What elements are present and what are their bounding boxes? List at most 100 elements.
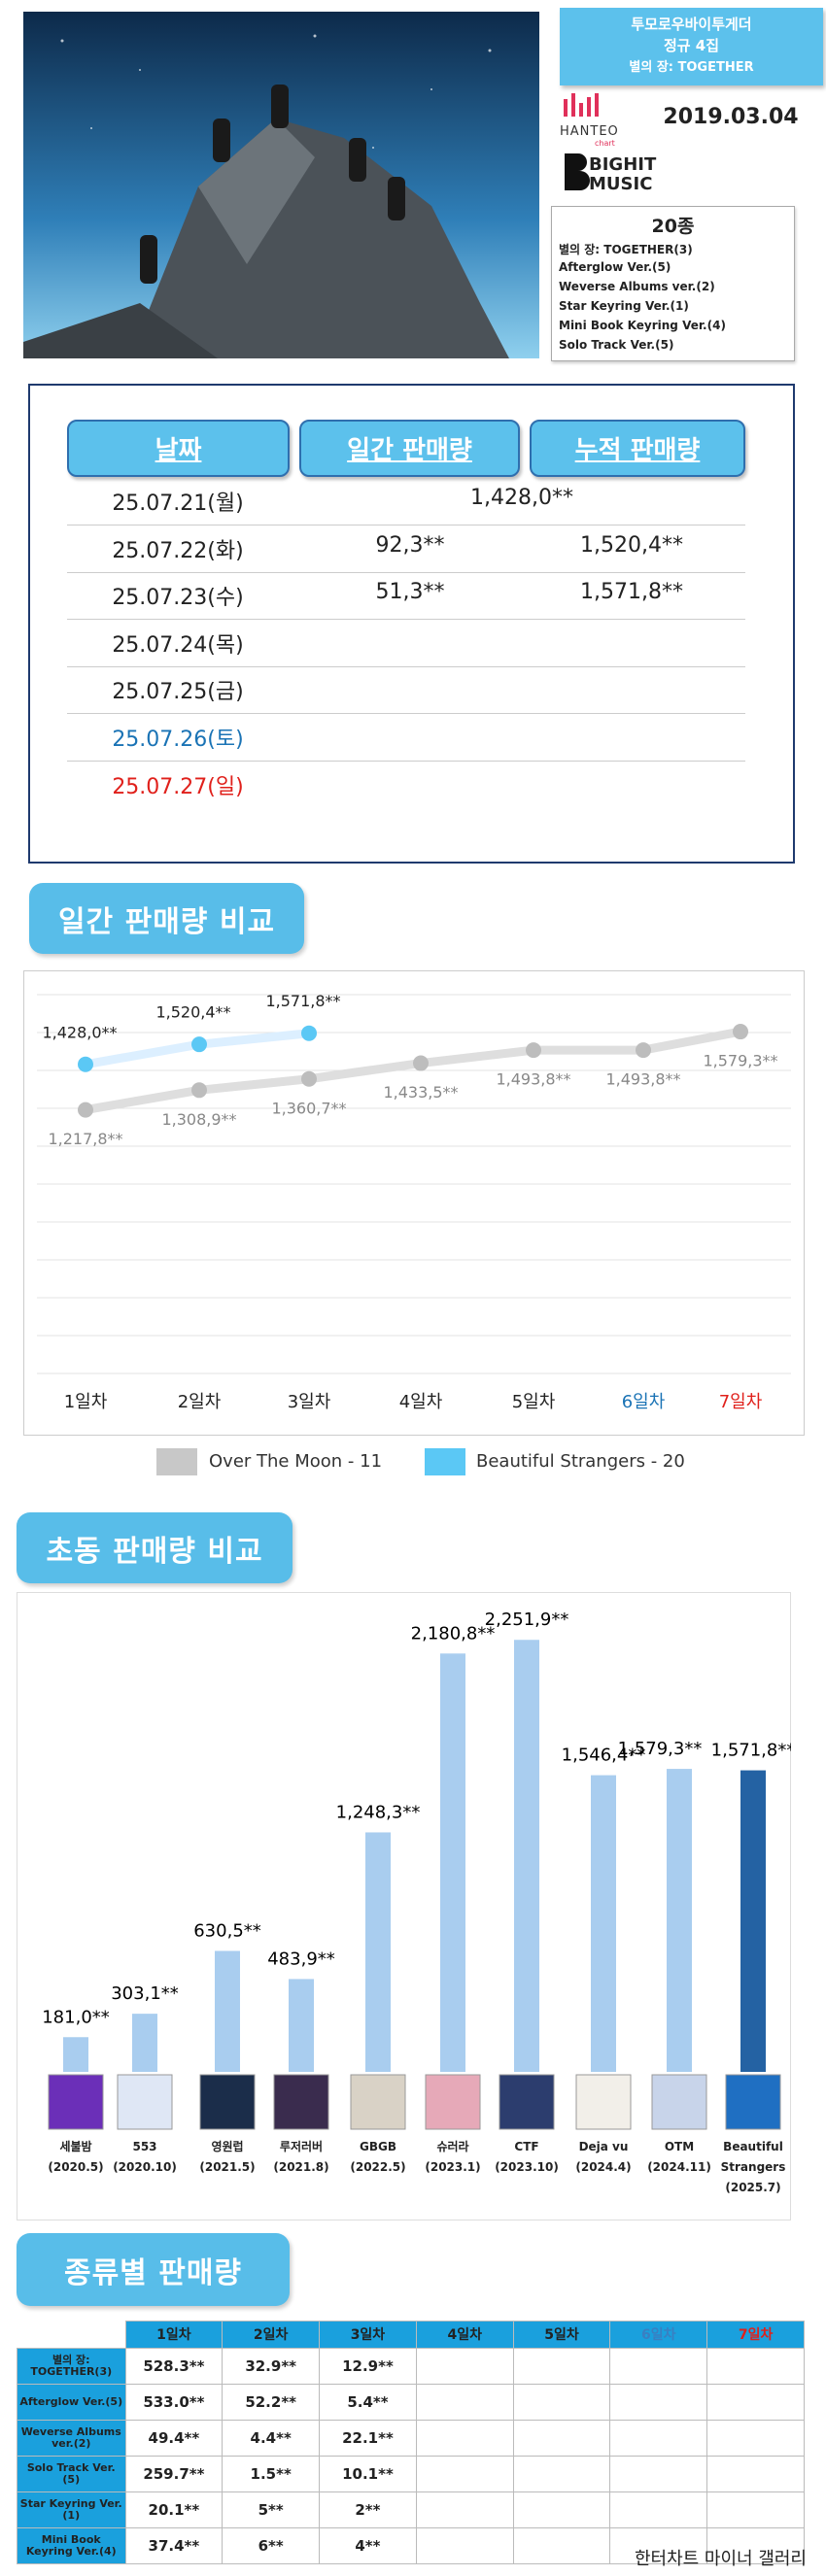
date-cell: 25.07.25(금) [112, 680, 244, 705]
row-line [67, 713, 745, 715]
data-label: 1,308,9** [161, 1110, 236, 1129]
value-cell [706, 2491, 805, 2528]
data-point [733, 1024, 748, 1040]
date-cell: 25.07.21(월) [112, 491, 244, 516]
bar-label: Beautiful Strangers (2025.7) [714, 2137, 792, 2198]
bar-label: GBGB (2022.5) [339, 2137, 417, 2178]
cumulative-cell: 1,520,4** [580, 532, 683, 558]
bar [514, 1640, 539, 2072]
value-cell: 528.3** [124, 2347, 224, 2385]
version-item: Star Keyring Ver.(1) [559, 299, 689, 313]
data-point [301, 1025, 317, 1041]
bar-name: 553 [132, 2140, 157, 2153]
row-line [67, 665, 745, 667]
bar-name: OTM [664, 2140, 695, 2153]
bar [63, 2037, 88, 2072]
value-cell: 37.4** [124, 2526, 224, 2564]
row-header: Weverse Albums ver.(2) [17, 2419, 126, 2457]
value-cell [609, 2419, 708, 2457]
column-header: 5일차 [512, 2321, 611, 2349]
data-point [78, 1102, 93, 1118]
versions-title: 20종 [651, 216, 695, 237]
table-header: 누적 판매량 [530, 420, 745, 477]
value-cell [609, 2383, 708, 2421]
bar-date: (2023.10) [495, 2160, 559, 2174]
daily-cell: 92,3** [375, 532, 445, 558]
section-title: 초동 판매량 비교 [17, 1512, 293, 1583]
footer: 한터차트 마이너 갤러리 [634, 2549, 807, 2569]
value-cell [609, 2491, 708, 2528]
value-cell: 5.4** [319, 2383, 417, 2421]
data-label: 1,433,5** [383, 1083, 458, 1102]
album-thumbnail [725, 2074, 781, 2130]
label-logo: MUSIC [589, 174, 653, 194]
album-thumbnail [651, 2074, 707, 2130]
versions-box [551, 206, 795, 361]
data-label: 1,360,7** [271, 1099, 346, 1117]
data-label: 2,251,9** [485, 1610, 569, 1630]
album-thumbnail [425, 2074, 481, 2130]
value-cell [706, 2383, 805, 2421]
value-cell: 1.5** [222, 2455, 321, 2492]
value-cell: 32.9** [222, 2347, 321, 2385]
row-header: Star Keyring Ver.(1) [17, 2491, 126, 2528]
date-cell: 25.07.26(토) [112, 728, 244, 752]
bar-label: 영원럽 (2021.5) [189, 2137, 266, 2178]
bar [132, 2014, 157, 2072]
data-label: 630,5** [193, 1920, 261, 1941]
value-cell [706, 2419, 805, 2457]
bar-name: 세불밤 [59, 2140, 92, 2153]
row-line [67, 761, 745, 762]
bar-label: CTF (2023.10) [488, 2137, 566, 2178]
album-thumbnail [117, 2074, 173, 2130]
value-cell: 6** [222, 2526, 321, 2564]
bar [667, 1769, 692, 2072]
value-cell: 259.7** [124, 2455, 224, 2492]
bar-name: 루저러버 [279, 2140, 324, 2153]
value-cell [415, 2383, 514, 2421]
data-label: 1,493,8** [605, 1070, 680, 1089]
data-label: 1,428,0** [42, 1023, 117, 1041]
value-cell [609, 2526, 708, 2564]
bar-name: Beautiful Strangers [720, 2140, 786, 2174]
bar-date: (2020.10) [113, 2160, 177, 2174]
album-thumbnail [273, 2074, 329, 2130]
legend-label: Beautiful Strangers - 20 [476, 1451, 685, 1472]
data-label: 181,0** [42, 2007, 110, 2027]
value-cell: 10.1** [319, 2455, 417, 2492]
bar-label: 553 (2020.10) [106, 2137, 184, 2178]
line-chart: 1일차 2일차 3일차 4일차 5일차 6일차 7일차 1,217,8** 1,308,9** 1… [37, 992, 791, 1412]
bar [740, 1770, 766, 2072]
value-cell [512, 2526, 611, 2564]
bar [365, 1832, 391, 2072]
value-cell: 4** [319, 2526, 417, 2564]
bar-chart: 181,0**303,1** 630,5** 483,9** 1,248,3** 2,1… [42, 1610, 791, 2130]
data-point [191, 1036, 207, 1053]
row-header: 별의 장: TOGETHER(3) [17, 2347, 126, 2385]
bar-date: (2022.5) [350, 2160, 406, 2174]
value-cell: 22.1** [319, 2419, 417, 2457]
bar-label: 슈러라 (2023.1) [414, 2137, 492, 2178]
data-label: 483,9** [267, 1949, 335, 1969]
bar-date: (2020.5) [48, 2160, 104, 2174]
x-tick-label: 4일차 [399, 1392, 443, 1412]
album-info-box [560, 8, 823, 85]
data-label: 1,579,3** [703, 1052, 777, 1070]
column-header: 2일차 [222, 2321, 321, 2349]
album-thumbnail [199, 2074, 256, 2130]
bar-name: GBGB [360, 2140, 396, 2153]
column-header: 7일차 [706, 2321, 805, 2349]
value-cell [706, 2347, 805, 2385]
bar-date: (2021.8) [273, 2160, 329, 2174]
table-header: 일간 판매량 [299, 420, 520, 477]
data-point [526, 1042, 541, 1059]
bar [440, 1653, 465, 2072]
data-point [301, 1070, 317, 1087]
corner-cell [17, 2321, 125, 2348]
column-header: 6일차 [609, 2321, 708, 2349]
album-thumbnail [499, 2074, 555, 2130]
value-cell [415, 2491, 514, 2528]
value-cell [512, 2419, 611, 2457]
album-info-line: 투모로우바이투게더 [631, 16, 752, 33]
bar-name: 영원럽 [211, 2140, 244, 2153]
